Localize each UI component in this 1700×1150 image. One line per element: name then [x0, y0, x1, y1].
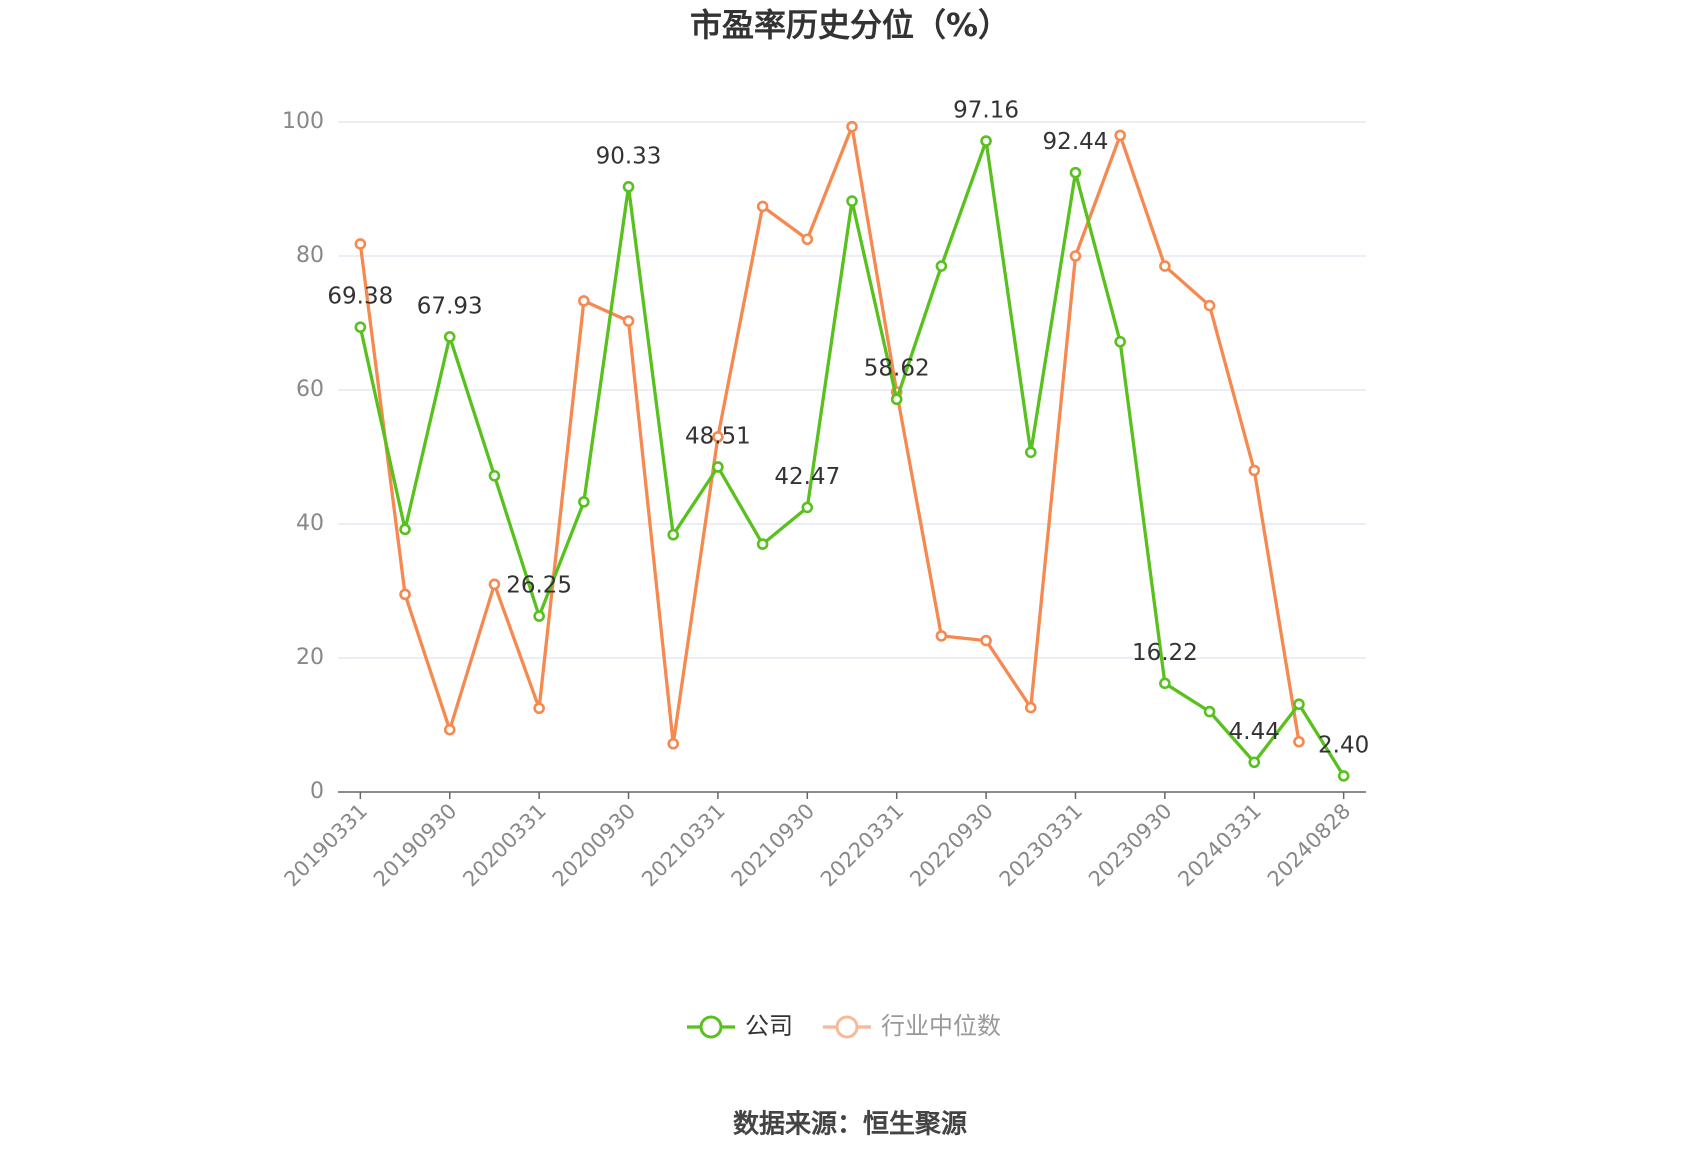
- data-label: 90.33: [596, 143, 662, 169]
- x-tick-label: 20220331: [816, 799, 909, 892]
- y-tick-label: 20: [296, 645, 324, 670]
- x-tick-label: 20190930: [369, 799, 462, 892]
- data-label: 67.93: [417, 293, 483, 319]
- data-point: [1159, 677, 1171, 690]
- x-tick-label: 20230930: [1084, 799, 1177, 892]
- data-point: [443, 723, 456, 736]
- data-point: [399, 523, 411, 536]
- x-tick-label: 20240331: [1173, 799, 1266, 892]
- data-point: [443, 331, 456, 343]
- data-point: [846, 120, 858, 133]
- x-tick-label: 20220930: [905, 799, 998, 892]
- data-label: 92.44: [1043, 129, 1109, 155]
- data-point: [1024, 446, 1037, 459]
- data-point: [846, 195, 858, 207]
- data-point: [756, 200, 769, 213]
- data-point: [1203, 705, 1216, 718]
- data-label: 2.40: [1318, 732, 1369, 758]
- data-point: [1069, 250, 1082, 262]
- data-point: [1114, 129, 1126, 142]
- data-point: [756, 538, 769, 550]
- data-point: [399, 588, 411, 601]
- legend-marker: [699, 1015, 723, 1039]
- data-point: [935, 630, 948, 642]
- source-note: 数据来源：恒生聚源: [733, 1110, 967, 1140]
- data-point: [578, 496, 590, 508]
- chart-title: 市盈率历史分位（%）: [690, 6, 1010, 44]
- series-line: [358, 125, 1301, 746]
- data-point: [667, 528, 680, 541]
- data-point: [890, 393, 903, 406]
- x-tick-label: 20200930: [548, 799, 641, 892]
- y-tick-label: 100: [282, 109, 324, 134]
- data-point: [354, 321, 367, 333]
- data-point: [712, 461, 724, 473]
- data-point: [622, 180, 635, 193]
- data-label: 69.38: [327, 284, 393, 310]
- legend-label: 公司: [745, 1012, 793, 1040]
- data-label: 58.62: [864, 356, 930, 382]
- x-tick-label: 20210930: [727, 799, 820, 892]
- y-tick-label: 40: [296, 511, 324, 536]
- legend-item[interactable]: 行业中位数: [823, 1012, 1001, 1040]
- data-label: 42.47: [774, 464, 840, 490]
- data-label: 26.25: [506, 573, 572, 599]
- legend-marker: [835, 1015, 859, 1039]
- data-point: [1024, 701, 1037, 714]
- data-point: [488, 578, 501, 591]
- legend-item[interactable]: 公司: [687, 1012, 793, 1040]
- x-tick-label: 20210331: [637, 799, 730, 892]
- x-tick-label: 20240828: [1263, 799, 1356, 892]
- data-point: [1337, 770, 1350, 782]
- data-point: [1114, 335, 1126, 348]
- data-point: [667, 737, 680, 750]
- y-tick-label: 80: [296, 243, 324, 268]
- data-point: [1248, 464, 1261, 477]
- data-point: [1248, 756, 1261, 769]
- data-label: 97.16: [953, 98, 1019, 124]
- data-point: [1293, 735, 1305, 748]
- data-point: [1203, 299, 1216, 312]
- data-point: [533, 702, 545, 715]
- data-point: [801, 233, 814, 246]
- data-point: [1293, 698, 1305, 711]
- data-point: [578, 295, 590, 307]
- data-point: [354, 238, 367, 250]
- data-label: 48.51: [685, 423, 751, 449]
- data-point: [712, 431, 724, 443]
- data-point: [801, 501, 814, 514]
- x-tick-label: 20200331: [458, 799, 551, 892]
- data-label: 16.22: [1132, 640, 1198, 666]
- x-tick-label: 20190331: [280, 799, 373, 892]
- data-point: [488, 469, 501, 482]
- data-point: [980, 135, 992, 147]
- series-line: [358, 139, 1346, 777]
- data-point: [935, 260, 948, 272]
- data-point: [533, 610, 545, 622]
- data-label: 4.44: [1229, 719, 1280, 745]
- data-point: [980, 634, 992, 647]
- data-point: [1159, 260, 1171, 272]
- y-tick-label: 60: [296, 377, 324, 402]
- legend-label: 行业中位数: [881, 1012, 1001, 1040]
- y-tick-label: 0: [310, 779, 324, 804]
- data-point: [1069, 166, 1082, 179]
- x-tick-label: 20230331: [995, 799, 1088, 892]
- data-point: [622, 315, 635, 327]
